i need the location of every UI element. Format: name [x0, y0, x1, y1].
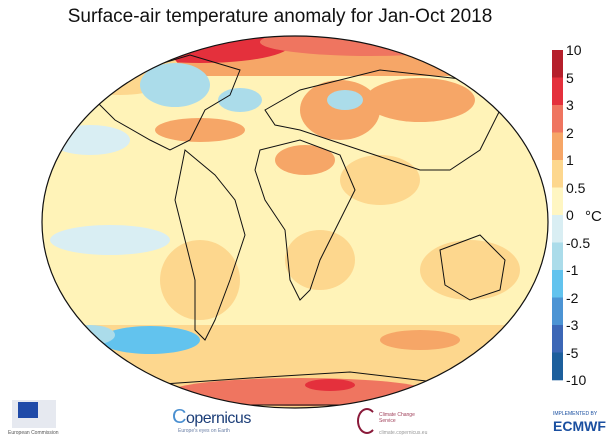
colorbar-tick-label: 2 [566, 124, 574, 141]
ecmwf-logo: ECMWF [553, 418, 606, 434]
colorbar-bin [552, 50, 563, 78]
colorbar-tick-label: -0.5 [566, 234, 591, 251]
colorbar-bin [552, 242, 563, 271]
copernicus-tagline: Europe's eyes on Earth [178, 428, 230, 434]
copernicus-c: C [172, 406, 186, 428]
colorbar-bin [552, 187, 563, 216]
colorbar-tick-label: 0.5 [566, 179, 586, 196]
colorbar-tick-label: 3 [566, 97, 574, 113]
colorbar-tick-label: -10 [566, 372, 587, 388]
c3s-url: climate.copernicus.eu [379, 430, 428, 436]
colorbar-bin [552, 325, 563, 353]
colorbar-tick-label: 1 [566, 152, 574, 168]
colorbar-tick-label: -2 [566, 289, 579, 306]
eu-flag-icon [18, 402, 38, 418]
colorbar [552, 50, 563, 381]
colorbar-bin [552, 297, 563, 326]
copernicus-text: opernicus [185, 410, 251, 427]
eu-logo-text: European Commission [8, 430, 59, 436]
colorbar-tick-label: -5 [566, 344, 579, 361]
colorbar-bin [552, 77, 563, 106]
colorbar-tick-label: -3 [566, 317, 579, 333]
c3s-thermometer-icon [357, 408, 377, 434]
colorbar-bin [552, 215, 563, 243]
colorbar-unit: °C [585, 208, 602, 225]
colorbar-tick-label: 10 [566, 42, 582, 58]
colorbar-bin [552, 160, 563, 188]
chart-title: Surface-air temperature anomaly for Jan-… [67, 6, 493, 27]
copernicus-logo: Copernicus [172, 406, 251, 429]
colorbar-bin [552, 352, 563, 381]
colorbar-bin [552, 270, 563, 298]
colorbar-tick-label: -1 [566, 262, 579, 278]
colorbar-tick-label: 5 [566, 69, 574, 86]
colorbar-tick-label: 0 [566, 207, 574, 223]
ecmwf-pretext: IMPLEMENTED BY [553, 411, 598, 417]
c3s-logo-text: Climate Change Service [379, 412, 415, 424]
map-border [41, 35, 549, 409]
colorbar-bin [552, 132, 563, 161]
colorbar-bin [552, 105, 563, 133]
